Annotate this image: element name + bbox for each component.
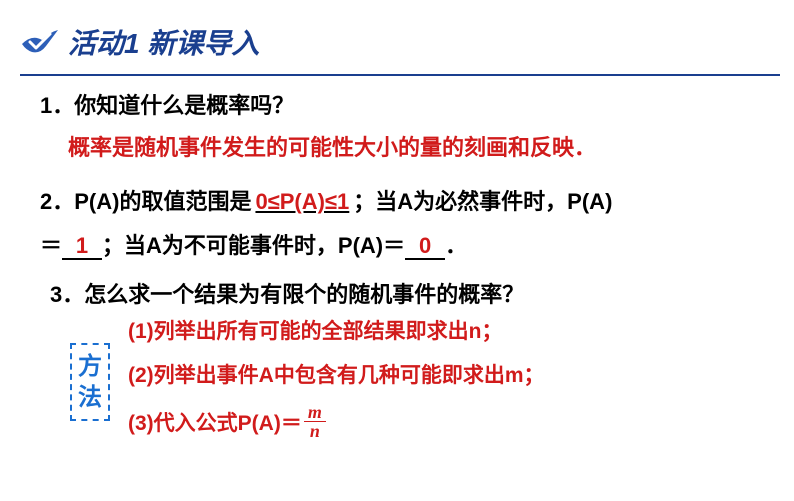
q2-fill1: 0≤P(A)≤1 bbox=[251, 189, 353, 214]
slide-header: 活动1 新课导入 bbox=[0, 0, 794, 74]
method-item-3-text: (3)代入公式P(A)＝ bbox=[128, 407, 302, 437]
q2-part3: ＝ bbox=[40, 233, 62, 258]
method-item-2: (2)列举出事件A中包含有几种可能即求出m； bbox=[128, 359, 764, 389]
fraction-numerator: m bbox=[304, 403, 326, 422]
q3-prefix: 3． bbox=[50, 282, 84, 307]
fraction-m-over-n: m n bbox=[304, 403, 326, 440]
method-section: 方法 (1)列举出所有可能的全部结果即求出n； (2)列举出事件A中包含有几种可… bbox=[70, 315, 764, 454]
header-title: 活动1 新课导入 bbox=[68, 22, 259, 62]
q3-text: 怎么求一个结果为有限个的随机事件的概率？ bbox=[84, 282, 524, 307]
q2-part2: ；当A为必然事件时，P(A) bbox=[353, 189, 612, 214]
question-3: 3．怎么求一个结果为有限个的随机事件的概率？ bbox=[50, 278, 764, 311]
answer-1: 概率是随机事件发生的可能性大小的量的刻画和反映． bbox=[68, 130, 764, 162]
question-1: 1．你知道什么是概率吗？ bbox=[40, 88, 764, 120]
q1-prefix: 1． bbox=[40, 93, 74, 118]
method-item-3: (3)代入公式P(A)＝ m n bbox=[128, 403, 764, 440]
checkmark-bird-icon bbox=[20, 26, 60, 58]
q1-text: 你知道什么是概率吗？ bbox=[74, 93, 294, 118]
method-item-1: (1)列举出所有可能的全部结果即求出n； bbox=[128, 315, 764, 345]
method-list: (1)列举出所有可能的全部结果即求出n； (2)列举出事件A中包含有几种可能即求… bbox=[128, 315, 764, 454]
slide-content: 1．你知道什么是概率吗？ 概率是随机事件发生的可能性大小的量的刻画和反映． 2．… bbox=[0, 76, 794, 454]
q2-fill2: 1 bbox=[62, 234, 102, 260]
fraction-denominator: n bbox=[306, 422, 324, 440]
q2-part1: 2．P(A)的取值范围是 bbox=[40, 189, 251, 214]
q2-part5: ． bbox=[445, 233, 467, 258]
q2-fill3: 0 bbox=[405, 234, 445, 260]
method-label-box: 方法 bbox=[70, 343, 110, 421]
question-2: 2．P(A)的取值范围是0≤P(A)≤1；当A为必然事件时，P(A) ＝1；当A… bbox=[40, 180, 764, 268]
q2-part4: ；当A为不可能事件时，P(A)＝ bbox=[102, 233, 405, 258]
